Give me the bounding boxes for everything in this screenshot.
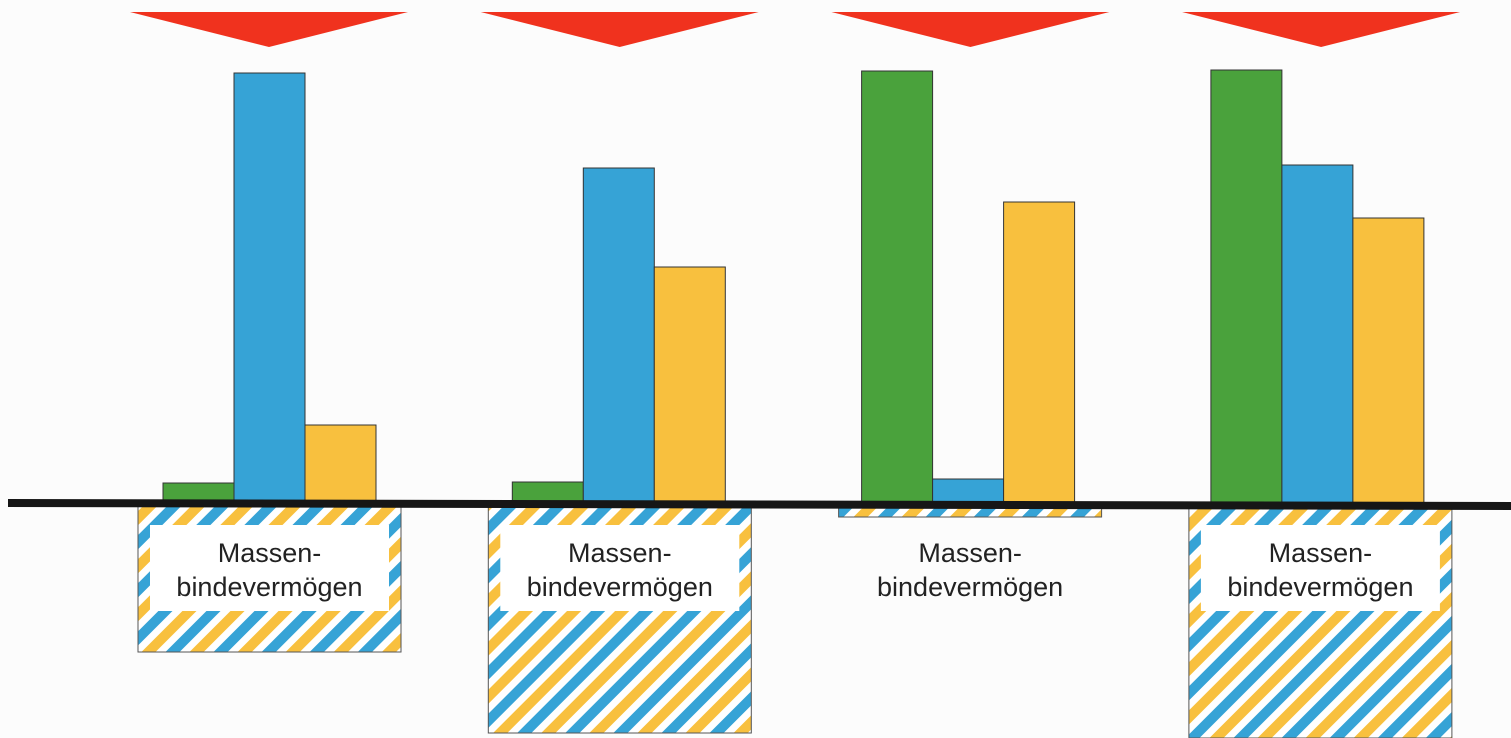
capacity-label: bindevermögen bbox=[877, 572, 1063, 602]
bar bbox=[582, 167, 655, 504]
label-background bbox=[150, 525, 389, 611]
capacity-label: Massen- bbox=[918, 538, 1022, 568]
marker-triangle bbox=[480, 12, 759, 47]
bar bbox=[511, 481, 584, 504]
label-background bbox=[1200, 525, 1440, 611]
bar bbox=[1003, 201, 1076, 504]
capacity-label: Massen- bbox=[218, 538, 322, 568]
bar bbox=[861, 70, 934, 504]
capacity-label: bindevermögen bbox=[176, 572, 362, 602]
bar bbox=[304, 424, 377, 504]
marker-triangle bbox=[130, 12, 408, 47]
label-background bbox=[500, 525, 740, 611]
capacity-label: bindevermögen bbox=[1227, 572, 1413, 602]
baseline bbox=[8, 499, 1511, 510]
bar bbox=[1352, 217, 1425, 504]
capacity-label: Massen- bbox=[1269, 538, 1373, 568]
bar bbox=[653, 266, 726, 504]
capacity-label: bindevermögen bbox=[527, 572, 713, 602]
bar bbox=[1210, 69, 1283, 504]
bar bbox=[932, 478, 1005, 504]
marker-triangle bbox=[831, 12, 1110, 47]
bar bbox=[233, 72, 306, 504]
bar bbox=[1281, 164, 1354, 504]
marker-triangle bbox=[1182, 12, 1461, 47]
capacity-label: Massen- bbox=[568, 538, 672, 568]
